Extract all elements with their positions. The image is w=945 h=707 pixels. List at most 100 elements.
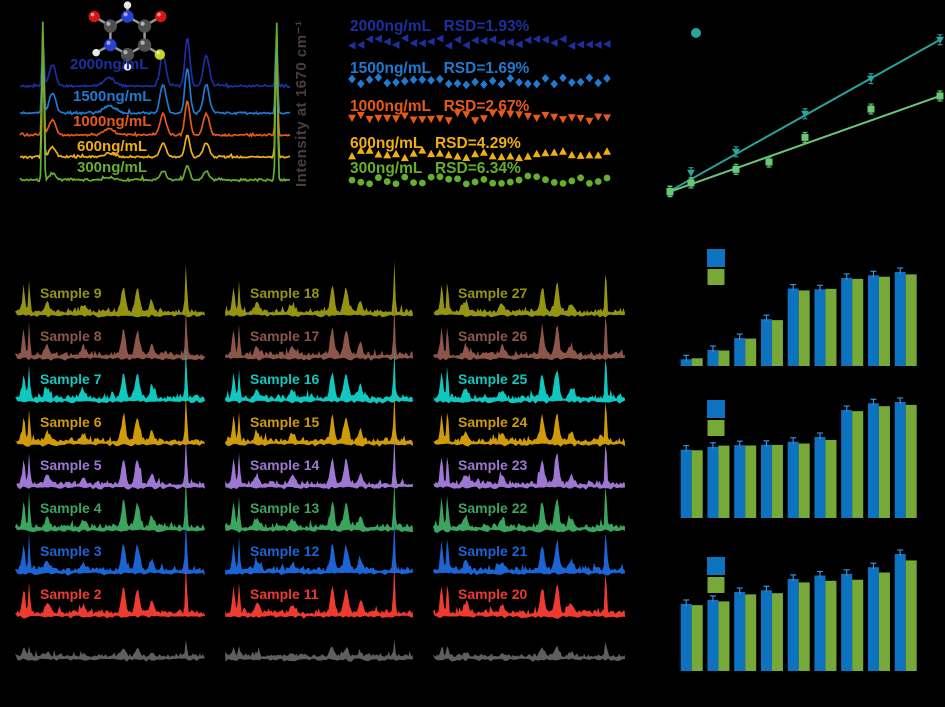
data-point-marker [867,105,875,113]
data-point-marker [687,169,695,177]
scatter-marker [365,75,374,84]
legend-swatch-blue [707,249,725,267]
scatter-marker [357,79,365,89]
atom-O [155,10,167,23]
scatter-marker [418,116,427,124]
atom-O [88,10,100,23]
rsd-row-label: 1500ng/mL RSD=1.69% [350,60,530,77]
scatter-marker [435,34,444,43]
scatter-marker [585,117,594,126]
scatter-marker [383,37,391,46]
scatter-marker [550,179,558,186]
scatter-marker [383,178,391,185]
scatter-marker [532,79,541,89]
scatter-marker [435,149,444,157]
scatter-marker [506,110,515,119]
scatter-marker [445,175,453,183]
bar-green [798,582,810,671]
scatter-marker [541,74,550,83]
scatter-marker [348,41,356,50]
scatter-marker [480,176,488,183]
scatter-marker [524,172,532,180]
bar-blue [894,554,906,671]
scatter-marker [435,115,444,123]
bar-blue [814,437,826,518]
scatter-marker [471,178,479,186]
scatter-marker [488,109,497,118]
scatter-marker [374,34,382,43]
bar-blue [814,289,826,366]
sample-spectrum-trace [433,445,625,490]
sample-label: Sample 14 [250,457,320,473]
scatter-marker [506,178,514,186]
bar-green [878,276,890,366]
sample-label: Sample 3 [40,543,102,559]
atom-highlight [106,40,111,45]
bar-green [825,580,837,671]
concentration-label: 2000ng/mL [70,56,149,73]
scatter-marker [348,152,356,160]
data-point-marker [867,75,875,83]
concentration-label: 1000ng/mL [73,113,152,130]
atom-highlight [106,21,111,26]
scatter-marker [383,151,392,159]
scatter-marker [374,174,382,181]
bar-green [771,320,783,366]
molecule-structure [88,1,167,71]
atom-N [121,10,134,23]
concentration-label: 1500ng/mL [73,88,152,105]
scatter-marker [401,76,409,86]
scatter-marker [409,149,418,157]
scatter-marker [603,74,611,83]
scatter-marker [498,179,505,187]
bar-green [691,450,703,518]
bar-blue [841,410,853,518]
rsd-row-label: 1000ng/mL RSD=2.67% [350,98,530,115]
scatter-marker [392,78,400,87]
atom-highlight [123,50,128,55]
scatter-marker [400,34,409,43]
scatter-marker [471,149,480,158]
scatter-marker [436,173,444,181]
data-point-marker [687,179,695,187]
sample-label: Sample 15 [250,414,320,430]
sample-label: Sample 25 [458,371,528,387]
scatter-marker [497,152,506,161]
scatter-marker [409,39,418,48]
scatter-marker [348,74,356,84]
scatter-marker [550,38,558,47]
spectrum-trace-300ng/mL [19,21,290,183]
sample-label: Sample 4 [40,500,102,516]
atom-C [137,19,152,33]
scatter-marker [567,114,576,122]
legend-swatch-green [707,420,725,436]
scatter-marker [603,147,611,155]
scatter-marker [453,109,462,118]
scatter-marker [559,116,567,124]
scatter-marker [392,40,400,49]
sample-spectrum-trace [433,642,625,662]
scatter-marker [356,111,365,120]
sample-label: Sample 20 [458,586,528,602]
sample-label: Sample 8 [40,328,102,344]
scatter-marker [489,179,497,187]
bar-blue [680,359,692,366]
scatter-marker [348,114,356,123]
scatter-marker [471,117,480,125]
sample-label: Sample 5 [40,457,102,473]
sample-label: Sample 24 [458,414,528,430]
scatter-marker [594,151,603,159]
bar-blue [707,350,719,366]
bar-blue [867,567,879,671]
scatter-marker [444,150,453,159]
scatter-marker [559,179,567,187]
scatter-marker [357,178,365,186]
sample-spectrum-trace [433,317,625,361]
atom-highlight [156,51,160,55]
bar-blue [760,444,772,518]
scatter-marker [515,176,523,184]
scatter-marker [550,79,558,89]
sample-spectrum-trace [15,348,205,404]
spectrum-trace-2000ng/mL [19,28,291,90]
y-axis-label-intensity: Intensity at 1670 cm⁻¹ [293,20,310,188]
